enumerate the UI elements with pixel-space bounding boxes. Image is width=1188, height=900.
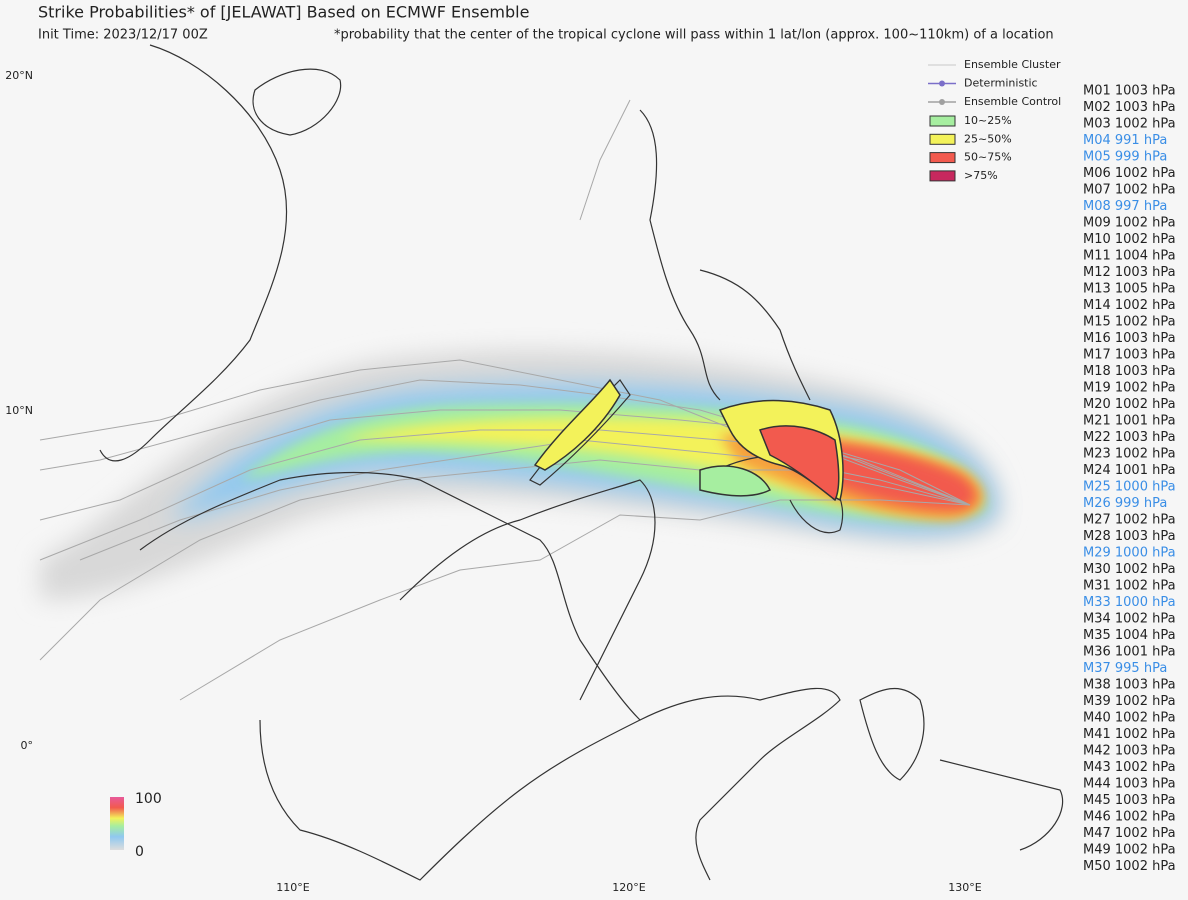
legend-dot <box>939 99 945 105</box>
member-label: M05 999 hPa <box>1083 150 1167 165</box>
member-label: M22 1003 hPa <box>1083 430 1176 445</box>
member-label: M35 1004 hPa <box>1083 628 1176 643</box>
member-label: M12 1003 hPa <box>1083 265 1176 280</box>
legend-swatch <box>929 115 956 127</box>
member-label: M31 1002 hPa <box>1083 579 1176 594</box>
member-label: M50 1002 hPa <box>1083 859 1176 874</box>
legend-label: Ensemble Control <box>964 95 1061 108</box>
member-label: M21 1001 hPa <box>1083 414 1176 429</box>
member-label: M37 995 hPa <box>1083 661 1167 676</box>
legend-label: 10~25% <box>964 114 1012 127</box>
member-label: M45 1003 hPa <box>1083 793 1176 808</box>
member-label: M26 999 hPa <box>1083 496 1167 511</box>
member-label: M01 1003 hPa <box>1083 84 1176 99</box>
member-label: M20 1002 hPa <box>1083 397 1176 412</box>
init-time: Init Time: 2023/12/17 00Z <box>38 28 208 43</box>
member-label: M42 1003 hPa <box>1083 744 1176 759</box>
member-label: M15 1002 hPa <box>1083 315 1176 330</box>
member-label: M28 1003 hPa <box>1083 529 1176 544</box>
member-label: M07 1002 hPa <box>1083 183 1176 198</box>
member-label: M33 1000 hPa <box>1083 595 1176 610</box>
track <box>579 99 631 221</box>
legend-label: Deterministic <box>964 77 1038 90</box>
coastlines <box>99 44 1064 881</box>
member-label: M11 1004 hPa <box>1083 249 1176 264</box>
member-label: M43 1002 hPa <box>1083 760 1176 775</box>
member-label: M38 1003 hPa <box>1083 678 1176 693</box>
member-label: M36 1001 hPa <box>1083 645 1176 660</box>
member-label: M19 1002 hPa <box>1083 381 1176 396</box>
member-label: M34 1002 hPa <box>1083 612 1176 627</box>
legend-label: >75% <box>964 169 998 182</box>
member-label: M16 1003 hPa <box>1083 331 1176 346</box>
legend-label: Ensemble Cluster <box>964 58 1061 71</box>
member-label: M02 1003 hPa <box>1083 100 1176 115</box>
lon-label: 120°E <box>612 881 645 894</box>
lon-label: 130°E <box>948 881 981 894</box>
lat-label: 0° <box>21 739 34 752</box>
colorbar <box>110 797 124 850</box>
member-label: M39 1002 hPa <box>1083 694 1176 709</box>
member-label: M10 1002 hPa <box>1083 232 1176 247</box>
member-label: M27 1002 hPa <box>1083 513 1176 528</box>
strike-contours <box>533 378 844 502</box>
member-label: M17 1003 hPa <box>1083 348 1176 363</box>
title: Strike Probabilities* of [JELAWAT] Based… <box>38 3 529 22</box>
member-label: M25 1000 hPa <box>1083 480 1176 495</box>
lat-label: 10°N <box>5 404 33 417</box>
member-label: M40 1002 hPa <box>1083 711 1176 726</box>
member-label: M46 1002 hPa <box>1083 810 1176 825</box>
member-label: M06 1002 hPa <box>1083 166 1176 181</box>
track <box>179 499 971 701</box>
member-label: M47 1002 hPa <box>1083 826 1176 841</box>
member-label: M30 1002 hPa <box>1083 562 1176 577</box>
legend-label: 50~75% <box>964 151 1012 164</box>
member-label: M18 1003 hPa <box>1083 364 1176 379</box>
member-label: M08 997 hPa <box>1083 199 1167 214</box>
colorbar-min: 0 <box>135 844 144 860</box>
legend-label: 25~50% <box>964 132 1012 145</box>
note: *probability that the center of the trop… <box>334 28 1054 43</box>
member-label: M03 1002 hPa <box>1083 117 1176 132</box>
legend-swatch <box>929 170 956 182</box>
colorbar-max: 100 <box>135 791 162 807</box>
member-label: M41 1002 hPa <box>1083 727 1176 742</box>
legend-dot <box>939 80 945 87</box>
legend-swatch <box>929 133 956 145</box>
member-label: M13 1005 hPa <box>1083 282 1176 297</box>
track <box>39 429 971 561</box>
member-label: M24 1001 hPa <box>1083 463 1176 478</box>
member-label: M09 1002 hPa <box>1083 216 1176 231</box>
lat-label: 20°N <box>5 69 33 82</box>
legend-swatch <box>929 152 956 164</box>
member-label: M23 1002 hPa <box>1083 447 1176 462</box>
member-label: M49 1002 hPa <box>1083 843 1176 858</box>
member-label: M44 1003 hPa <box>1083 777 1176 792</box>
lon-label: 110°E <box>276 881 309 894</box>
member-label: M14 1002 hPa <box>1083 298 1176 313</box>
member-label: M04 991 hPa <box>1083 133 1167 148</box>
member-label: M29 1000 hPa <box>1083 546 1176 561</box>
